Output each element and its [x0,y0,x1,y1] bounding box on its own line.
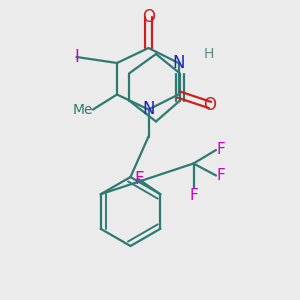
Text: F: F [134,170,143,188]
Text: N: N [172,54,185,72]
Text: O: O [203,96,217,114]
Text: F: F [216,168,225,183]
Text: O: O [142,8,155,26]
Text: N: N [142,100,155,118]
Text: F: F [216,142,225,158]
Text: Me: Me [73,103,93,116]
Text: I: I [74,48,79,66]
Text: H: H [203,47,214,61]
Text: F: F [189,188,198,202]
